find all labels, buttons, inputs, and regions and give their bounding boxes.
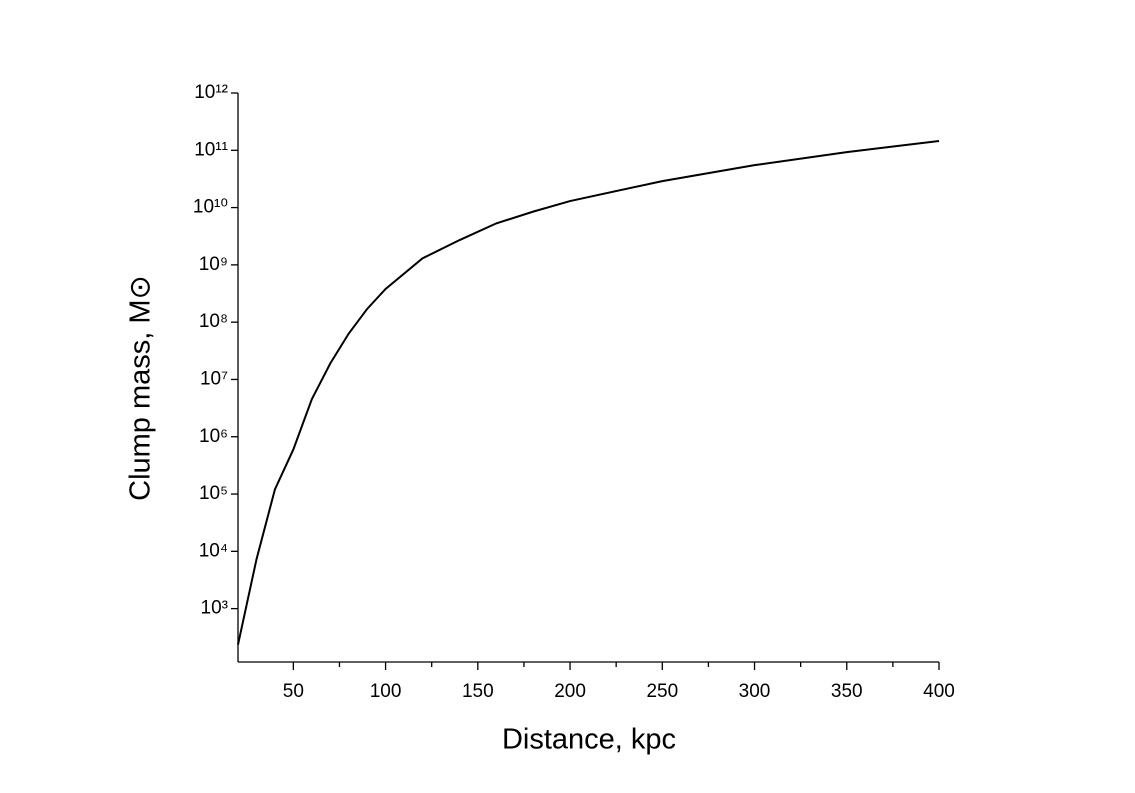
x-tick-label: 300 <box>739 681 771 702</box>
x-tick-label: 350 <box>831 681 863 702</box>
y-tick-label: 10¹¹ <box>194 139 228 160</box>
y-tick-label: 10¹⁰ <box>193 197 228 218</box>
x-tick-label: 150 <box>462 681 494 702</box>
x-tick-label: 100 <box>370 681 402 702</box>
x-axis-title: Distance, kpc <box>502 724 676 756</box>
x-tick-label: 250 <box>646 681 678 702</box>
x-tick-label: 400 <box>923 681 955 702</box>
y-axis-title: Clump mass, M⊙ <box>125 275 157 501</box>
y-tick-label: 10⁹ <box>199 254 228 275</box>
y-tick-label: 10³ <box>201 598 228 619</box>
x-tick-label: 50 <box>283 681 304 702</box>
y-tick-label: 10⁸ <box>199 311 228 332</box>
y-tick-label: 10¹² <box>194 82 228 103</box>
y-tick-label: 10⁵ <box>199 483 228 504</box>
x-tick-label: 200 <box>554 681 586 702</box>
y-tick-label: 10⁶ <box>199 426 228 447</box>
y-tick-label: 10⁷ <box>200 368 228 389</box>
data-line <box>237 140 940 645</box>
y-tick-label: 10⁴ <box>199 540 228 561</box>
